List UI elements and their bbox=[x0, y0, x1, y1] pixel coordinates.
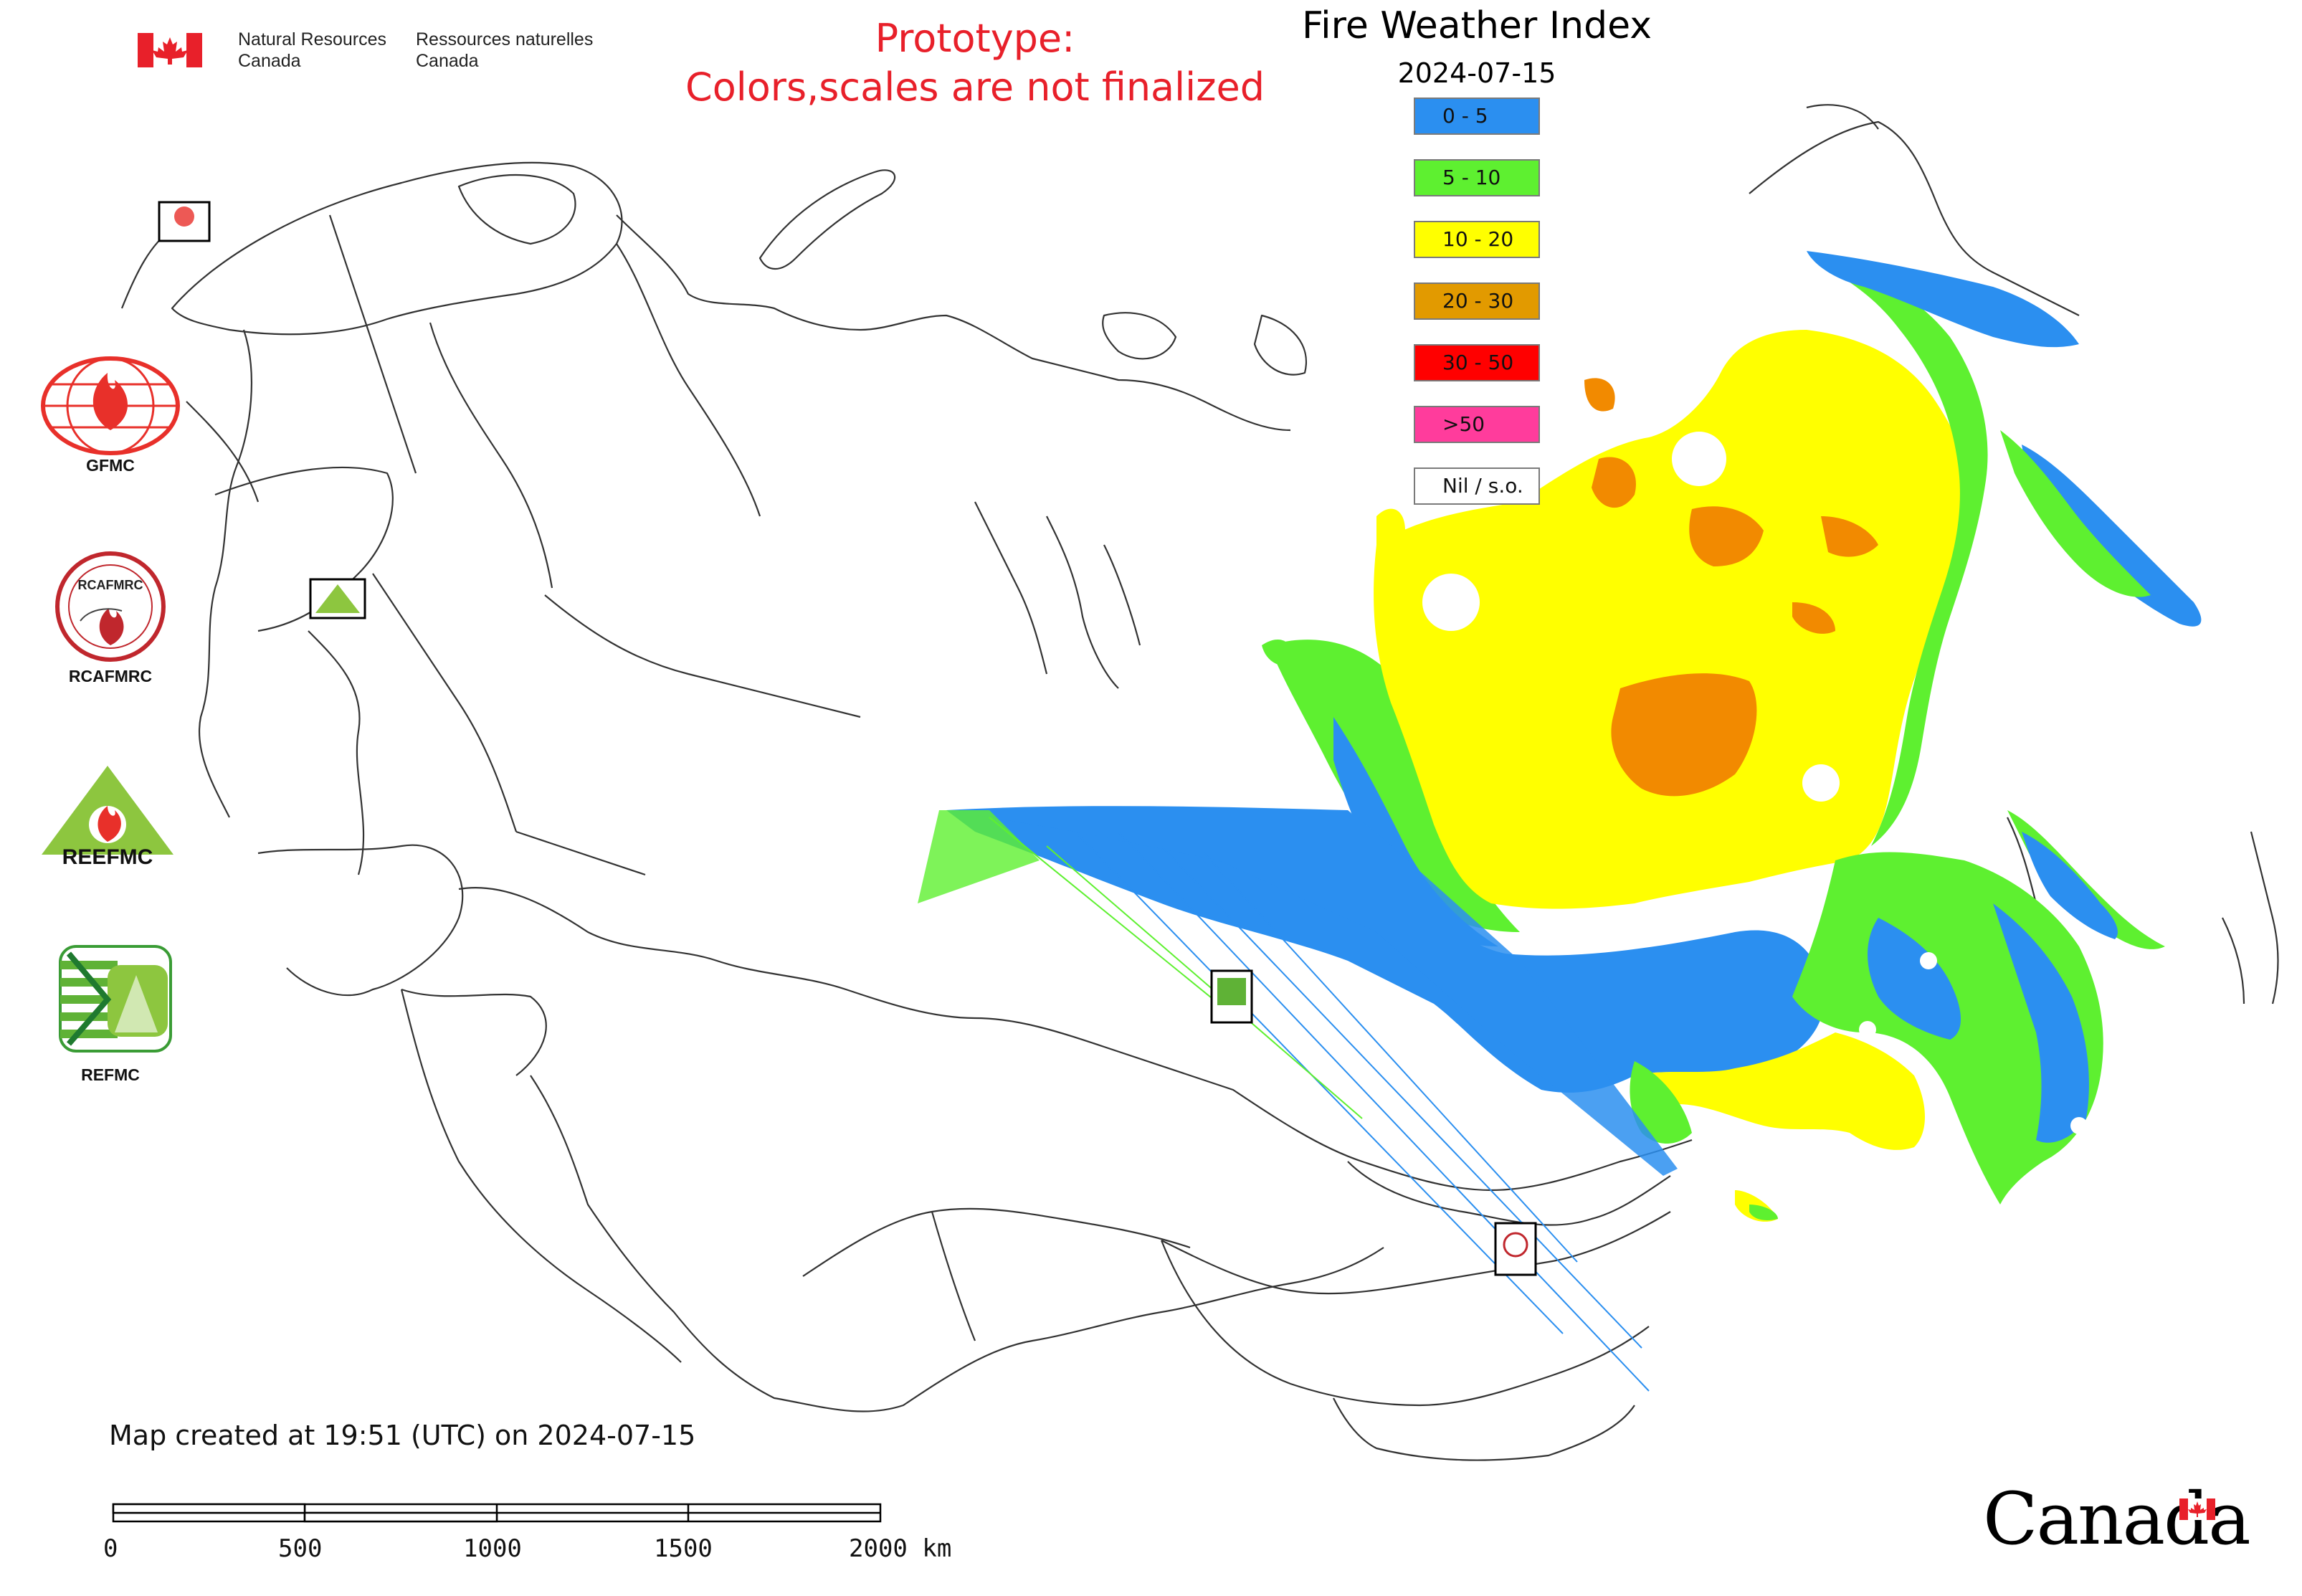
fwi-zone-moderate bbox=[1374, 330, 1974, 909]
fwi-zone-moderate-east bbox=[1835, 272, 1988, 846]
legend-item-nil: Nil / s.o. bbox=[1414, 467, 1540, 505]
prototype-notice: Prototype: Colors,scales are not finaliz… bbox=[559, 14, 1391, 112]
org-label-rcafmrc: RCAFMRC bbox=[68, 667, 153, 685]
scale-label-0: 0 bbox=[103, 1534, 118, 1563]
fwi-zone-low bbox=[946, 806, 1825, 1093]
agency-name-en: Natural Resources Canada bbox=[238, 29, 386, 72]
scale-label-1500: 1500 bbox=[654, 1534, 713, 1563]
org-label-refmc: REFMC bbox=[81, 1065, 140, 1084]
rcafmrc-logo: RCAFMRC bbox=[55, 551, 166, 662]
agency-name-fr: Ressources naturelles Canada bbox=[416, 29, 593, 72]
agency-en-line2: Canada bbox=[238, 51, 301, 71]
canada-flag-icon bbox=[138, 33, 202, 67]
wordmark-flag-icon bbox=[2179, 1498, 2215, 1520]
nil-hole bbox=[1688, 1108, 1710, 1129]
fwi-streak-lines-green bbox=[989, 817, 1363, 1119]
svg-text:RCAFMRC: RCAFMRC bbox=[78, 578, 143, 592]
fwi-zone-moderate-transbaikal bbox=[1630, 1061, 1692, 1144]
nil-hole bbox=[1672, 432, 1726, 486]
fwi-zone-high-north2 bbox=[1821, 516, 1878, 557]
fwi-zone-low-kamchatka bbox=[2022, 445, 2202, 627]
nil-hole bbox=[2070, 1117, 2088, 1134]
fwi-zone-moderate-north-island bbox=[1506, 521, 1534, 541]
fwi-zone-high-east bbox=[1792, 602, 1835, 634]
fwi-zone-moderate-westedge bbox=[1262, 639, 1293, 667]
legend-item-5-10: 5 - 10 bbox=[1414, 159, 1540, 196]
fwi-zone-moderate-coast bbox=[1376, 508, 1405, 562]
scale-label-500: 500 bbox=[278, 1534, 323, 1563]
country-boundaries bbox=[120, 104, 2279, 1461]
nil-hole bbox=[1422, 574, 1480, 631]
scale-label-2000: 2000 km bbox=[849, 1534, 952, 1563]
fwi-zone-moderate-kamchatka bbox=[2000, 430, 2151, 597]
map-marker-rcafmrc bbox=[1494, 1222, 1537, 1276]
nil-hole bbox=[1920, 952, 1937, 969]
fwi-zone-low-islet bbox=[1749, 1205, 1778, 1220]
fwi-zone-high-center bbox=[1611, 673, 1757, 797]
map-created-timestamp: Map created at 19:51 (UTC) on 2024-07-15 bbox=[109, 1420, 696, 1451]
map-marker-reefmc bbox=[309, 578, 366, 619]
fwi-zone-mixed-fareast bbox=[1868, 918, 1961, 1040]
agency-en-line1: Natural Resources bbox=[238, 29, 387, 49]
scale-bar bbox=[112, 1503, 882, 1523]
reefmc-logo: REEFMC bbox=[42, 766, 173, 869]
legend-item-over-50: >50 bbox=[1414, 406, 1540, 443]
fwi-zone-high-north bbox=[1689, 506, 1764, 566]
prototype-notice-line1: Prototype: bbox=[875, 16, 1075, 61]
legend-item-0-5: 0 - 5 bbox=[1414, 98, 1540, 135]
prototype-notice-line2: Colors,scales are not finalized bbox=[685, 65, 1265, 110]
svg-text:REEFMC: REEFMC bbox=[62, 845, 153, 869]
refmc-logo bbox=[59, 945, 172, 1053]
fwi-zone-high-coast bbox=[1592, 457, 1636, 508]
fwi-streak-lines bbox=[1075, 831, 1650, 1392]
fwi-zone-high-island bbox=[1584, 378, 1615, 412]
legend-item-20-30: 20 - 30 bbox=[1414, 282, 1540, 320]
legend-item-10-20: 10 - 20 bbox=[1414, 221, 1540, 258]
nil-hole bbox=[1859, 1021, 1876, 1038]
map-marker-gfmc bbox=[158, 201, 211, 242]
map-title: Fire Weather Index bbox=[1302, 4, 1652, 47]
map-marker-refmc bbox=[1210, 969, 1253, 1024]
fwi-streaks-blue bbox=[946, 810, 1678, 1176]
fwi-zone-moderate-sakhalin bbox=[2007, 810, 2165, 949]
map-date: 2024-07-15 bbox=[1397, 57, 1556, 89]
fwi-zone-low-fareast bbox=[1993, 903, 2089, 1143]
fwi-raster bbox=[918, 251, 2202, 1392]
fwi-zone-low-northeast bbox=[1807, 251, 2079, 348]
org-label-gfmc: GFMC bbox=[86, 456, 135, 475]
legend-item-30-50: 30 - 50 bbox=[1414, 344, 1540, 381]
scale-label-1000: 1000 bbox=[463, 1534, 522, 1563]
gfmc-logo bbox=[41, 356, 180, 455]
agency-fr-line1: Ressources naturelles bbox=[416, 29, 594, 49]
nil-hole bbox=[1802, 764, 1840, 802]
agency-fr-line2: Canada bbox=[416, 51, 479, 71]
fwi-zone-moderate-south bbox=[1635, 1032, 1925, 1150]
fwi-zone-low-sakhalin bbox=[2022, 832, 2118, 939]
